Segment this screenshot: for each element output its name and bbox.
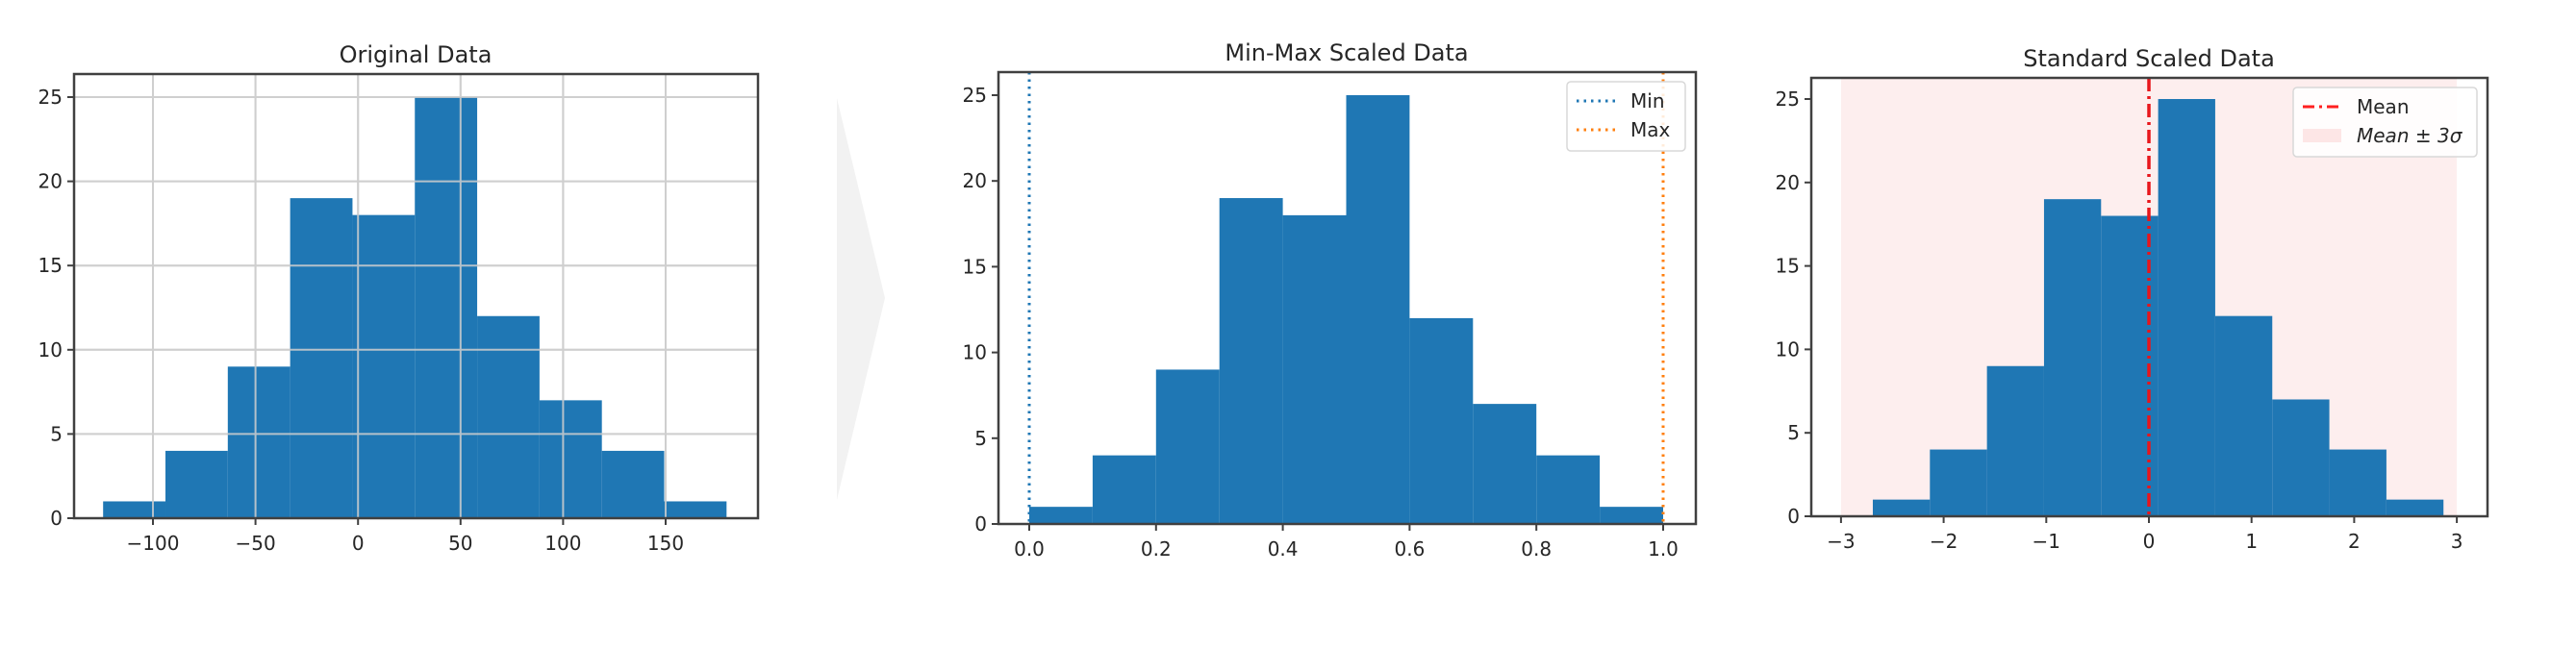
legend-label: Mean ± 3σ	[2357, 124, 2463, 147]
histogram-bar	[601, 450, 665, 518]
x-tick-label: 1	[2245, 530, 2258, 553]
legend: Min Max	[1566, 81, 1686, 152]
y-axis: 0 5 10 15 20 25	[38, 86, 74, 530]
y-tick-label: 15	[38, 254, 63, 277]
histogram-bar	[2214, 315, 2273, 516]
y-tick-label: 0	[974, 512, 987, 536]
histogram-bar	[1409, 317, 1474, 524]
y-tick-label: 10	[1776, 337, 1800, 361]
histogram-bar	[1346, 95, 1410, 524]
axes-frame	[997, 70, 1698, 526]
chart-title: Min-Max Scaled Data	[1225, 39, 1468, 66]
x-tick-label: 3	[2451, 530, 2463, 553]
x-tick-label: −100	[127, 532, 180, 555]
histogram-bar	[1872, 499, 1931, 516]
histogram-bar	[1092, 455, 1156, 524]
chart-title: Original Data	[340, 41, 492, 68]
histogram-bar	[1986, 365, 2044, 516]
histogram-bar	[1473, 404, 1537, 524]
y-tick-label: 25	[963, 84, 987, 107]
histogram-bar	[2158, 99, 2215, 516]
legend-label: Mean	[2357, 95, 2410, 118]
y-tick-label: 25	[1776, 87, 1800, 111]
histogram-bar	[1282, 214, 1347, 524]
y-tick-label: 10	[963, 341, 987, 364]
x-tick-label: 2	[2348, 530, 2361, 553]
histogram-bar	[165, 450, 228, 518]
histogram-bars	[1029, 95, 1663, 525]
x-tick-label: 0.4	[1268, 537, 1299, 561]
y-axis: 0 5 10 15 20 25	[963, 84, 998, 536]
histogram-bar	[539, 400, 602, 518]
histogram-bar	[1600, 507, 1663, 524]
x-tick-label: 150	[647, 532, 684, 555]
y-tick-label: 5	[974, 427, 987, 450]
y-tick-label: 15	[1776, 255, 1800, 278]
y-tick-label: 15	[963, 255, 987, 278]
y-tick-label: 25	[38, 86, 63, 109]
legend-label: Min	[1630, 89, 1665, 112]
chart-title: Standard Scaled Data	[2023, 45, 2275, 72]
y-tick-label: 20	[38, 170, 63, 193]
histogram-bar	[2386, 499, 2444, 516]
x-tick-label: −2	[1930, 530, 1957, 553]
histogram-bar	[1029, 507, 1093, 524]
histogram-bar	[1219, 198, 1283, 525]
y-tick-label: 5	[1787, 421, 1800, 444]
x-axis: −100 −50 0 50 100 150	[127, 518, 684, 555]
histogram-bar	[1536, 455, 1601, 524]
x-tick-label: 0.2	[1141, 537, 1172, 561]
y-tick-label: 5	[50, 422, 63, 445]
y-tick-label: 10	[38, 338, 63, 361]
x-tick-label: 100	[544, 532, 581, 555]
histogram-bars	[1872, 99, 2444, 516]
chart-standard-scaled-data: −3 −2 −1 0 1 2 3 0 5 10 15 20 25 Mean Mean ± 3σ Standa…	[1776, 45, 2489, 553]
y-axis: 0 5 10 15 20 25	[1776, 87, 1811, 528]
histogram-bar	[103, 501, 166, 518]
histogram-bar	[1155, 369, 1220, 524]
histogram-bar	[2272, 399, 2330, 516]
histogram-bar	[2329, 449, 2387, 516]
y-tick-label: 20	[963, 169, 987, 192]
plot-area: −100 −50 0 50 100 150 0 5 10 15 20 25	[38, 72, 760, 555]
x-tick-label: −1	[2033, 530, 2060, 553]
x-tick-label: 0	[352, 532, 365, 555]
legend-box	[1566, 81, 1686, 152]
histogram-bar	[290, 198, 353, 518]
x-tick-label: 0	[2143, 530, 2156, 553]
x-tick-label: 0.0	[1014, 537, 1045, 561]
legend-handle-patch-icon	[2303, 129, 2341, 142]
histogram-bar	[1930, 449, 1987, 516]
chart-original-data: −100 −50 0 50 100 150 0 5 10 15 20 25 Original Data	[38, 41, 760, 555]
histogram-bar	[2043, 199, 2102, 516]
legend-label: Max	[1630, 118, 1671, 141]
x-tick-label: 0.6	[1394, 537, 1425, 561]
axes-frame	[72, 72, 760, 520]
x-tick-label: −3	[1827, 530, 1855, 553]
legend: Mean Mean ± 3σ	[2292, 87, 2478, 158]
x-tick-label: 0.8	[1521, 537, 1552, 561]
x-axis: −3 −2 −1 0 1 2 3	[1827, 516, 2462, 553]
y-tick-label: 0	[50, 507, 63, 530]
flow-arrow-icon	[837, 98, 885, 500]
histogram-bar	[352, 214, 416, 518]
x-tick-label: 50	[448, 532, 472, 555]
plot-area: 0.0 0.2 0.4 0.6 0.8 1.0 0 5 10 15 20 25 Min Max	[963, 70, 1698, 561]
histogram-bar	[477, 315, 540, 518]
histogram-bar	[415, 97, 478, 518]
x-tick-label: 1.0	[1648, 537, 1679, 561]
plot-area: −3 −2 −1 0 1 2 3 0 5 10 15 20 25 Mean Mean ± 3σ	[1776, 76, 2489, 553]
y-tick-label: 20	[1776, 171, 1800, 194]
histogram-bar	[227, 366, 290, 518]
y-tick-label: 0	[1787, 505, 1800, 528]
histogram-bar	[664, 501, 727, 518]
chart-minmax-scaled-data: 0.0 0.2 0.4 0.6 0.8 1.0 0 5 10 15 20 25 Min Max Min-M…	[963, 39, 1698, 561]
x-axis: 0.0 0.2 0.4 0.6 0.8 1.0	[1014, 524, 1679, 561]
x-tick-label: −50	[235, 532, 275, 555]
